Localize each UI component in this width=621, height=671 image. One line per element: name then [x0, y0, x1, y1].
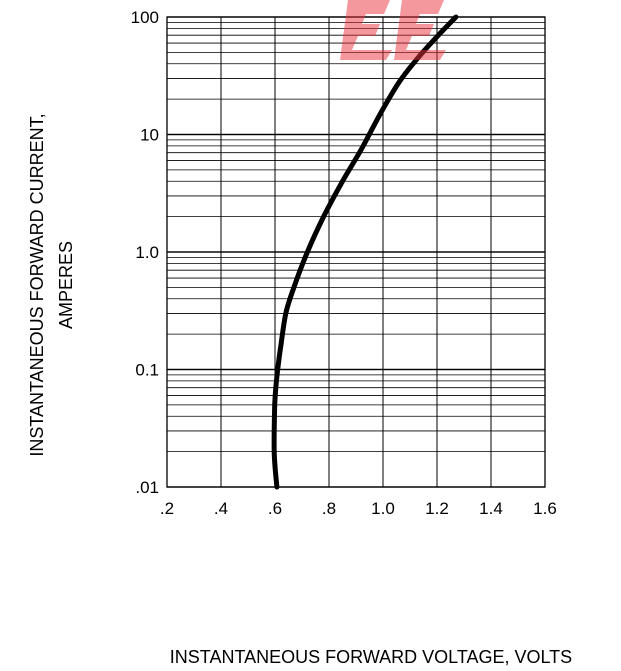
watermark-logo — [340, 0, 446, 60]
x-tick-label: .4 — [214, 499, 228, 518]
y-axis-title-line-2: AMPERES — [56, 241, 76, 329]
y-tick-label: 0.1 — [135, 361, 159, 380]
y-tick-labels: .01 0.1 1.0 10 100 — [131, 8, 159, 497]
x-axis-title: INSTANTANEOUS FORWARD VOLTAGE, VOLTS — [170, 647, 572, 667]
y-tick-label: 100 — [131, 8, 159, 27]
x-tick-label: 1.0 — [371, 499, 395, 518]
forward-curve-line — [271, 14, 459, 490]
x-tick-labels: .2 .4 .6 .8 1.0 1.2 1.4 1.6 — [160, 499, 557, 518]
y-axis-title-line-1-group: INSTANTANEOUS FORWARD CURRENT, — [27, 113, 47, 456]
y-axis-title-line-1: INSTANTANEOUS FORWARD CURRENT, — [27, 113, 47, 456]
watermark-shape — [340, 0, 446, 60]
x-tick-label: .6 — [268, 499, 282, 518]
x-tick-label: .8 — [322, 499, 336, 518]
grid — [166, 16, 546, 488]
x-tick-label: 1.4 — [479, 499, 503, 518]
curve-layer — [271, 14, 459, 490]
x-tick-label: .2 — [160, 499, 174, 518]
y-tick-label: .01 — [135, 478, 159, 497]
x-tick-label: 1.2 — [425, 499, 449, 518]
y-tick-label: 1.0 — [135, 243, 159, 262]
y-tick-label: 10 — [140, 126, 159, 145]
x-tick-label: 1.6 — [533, 499, 557, 518]
y-axis-title-line-2-group: AMPERES — [56, 241, 76, 329]
